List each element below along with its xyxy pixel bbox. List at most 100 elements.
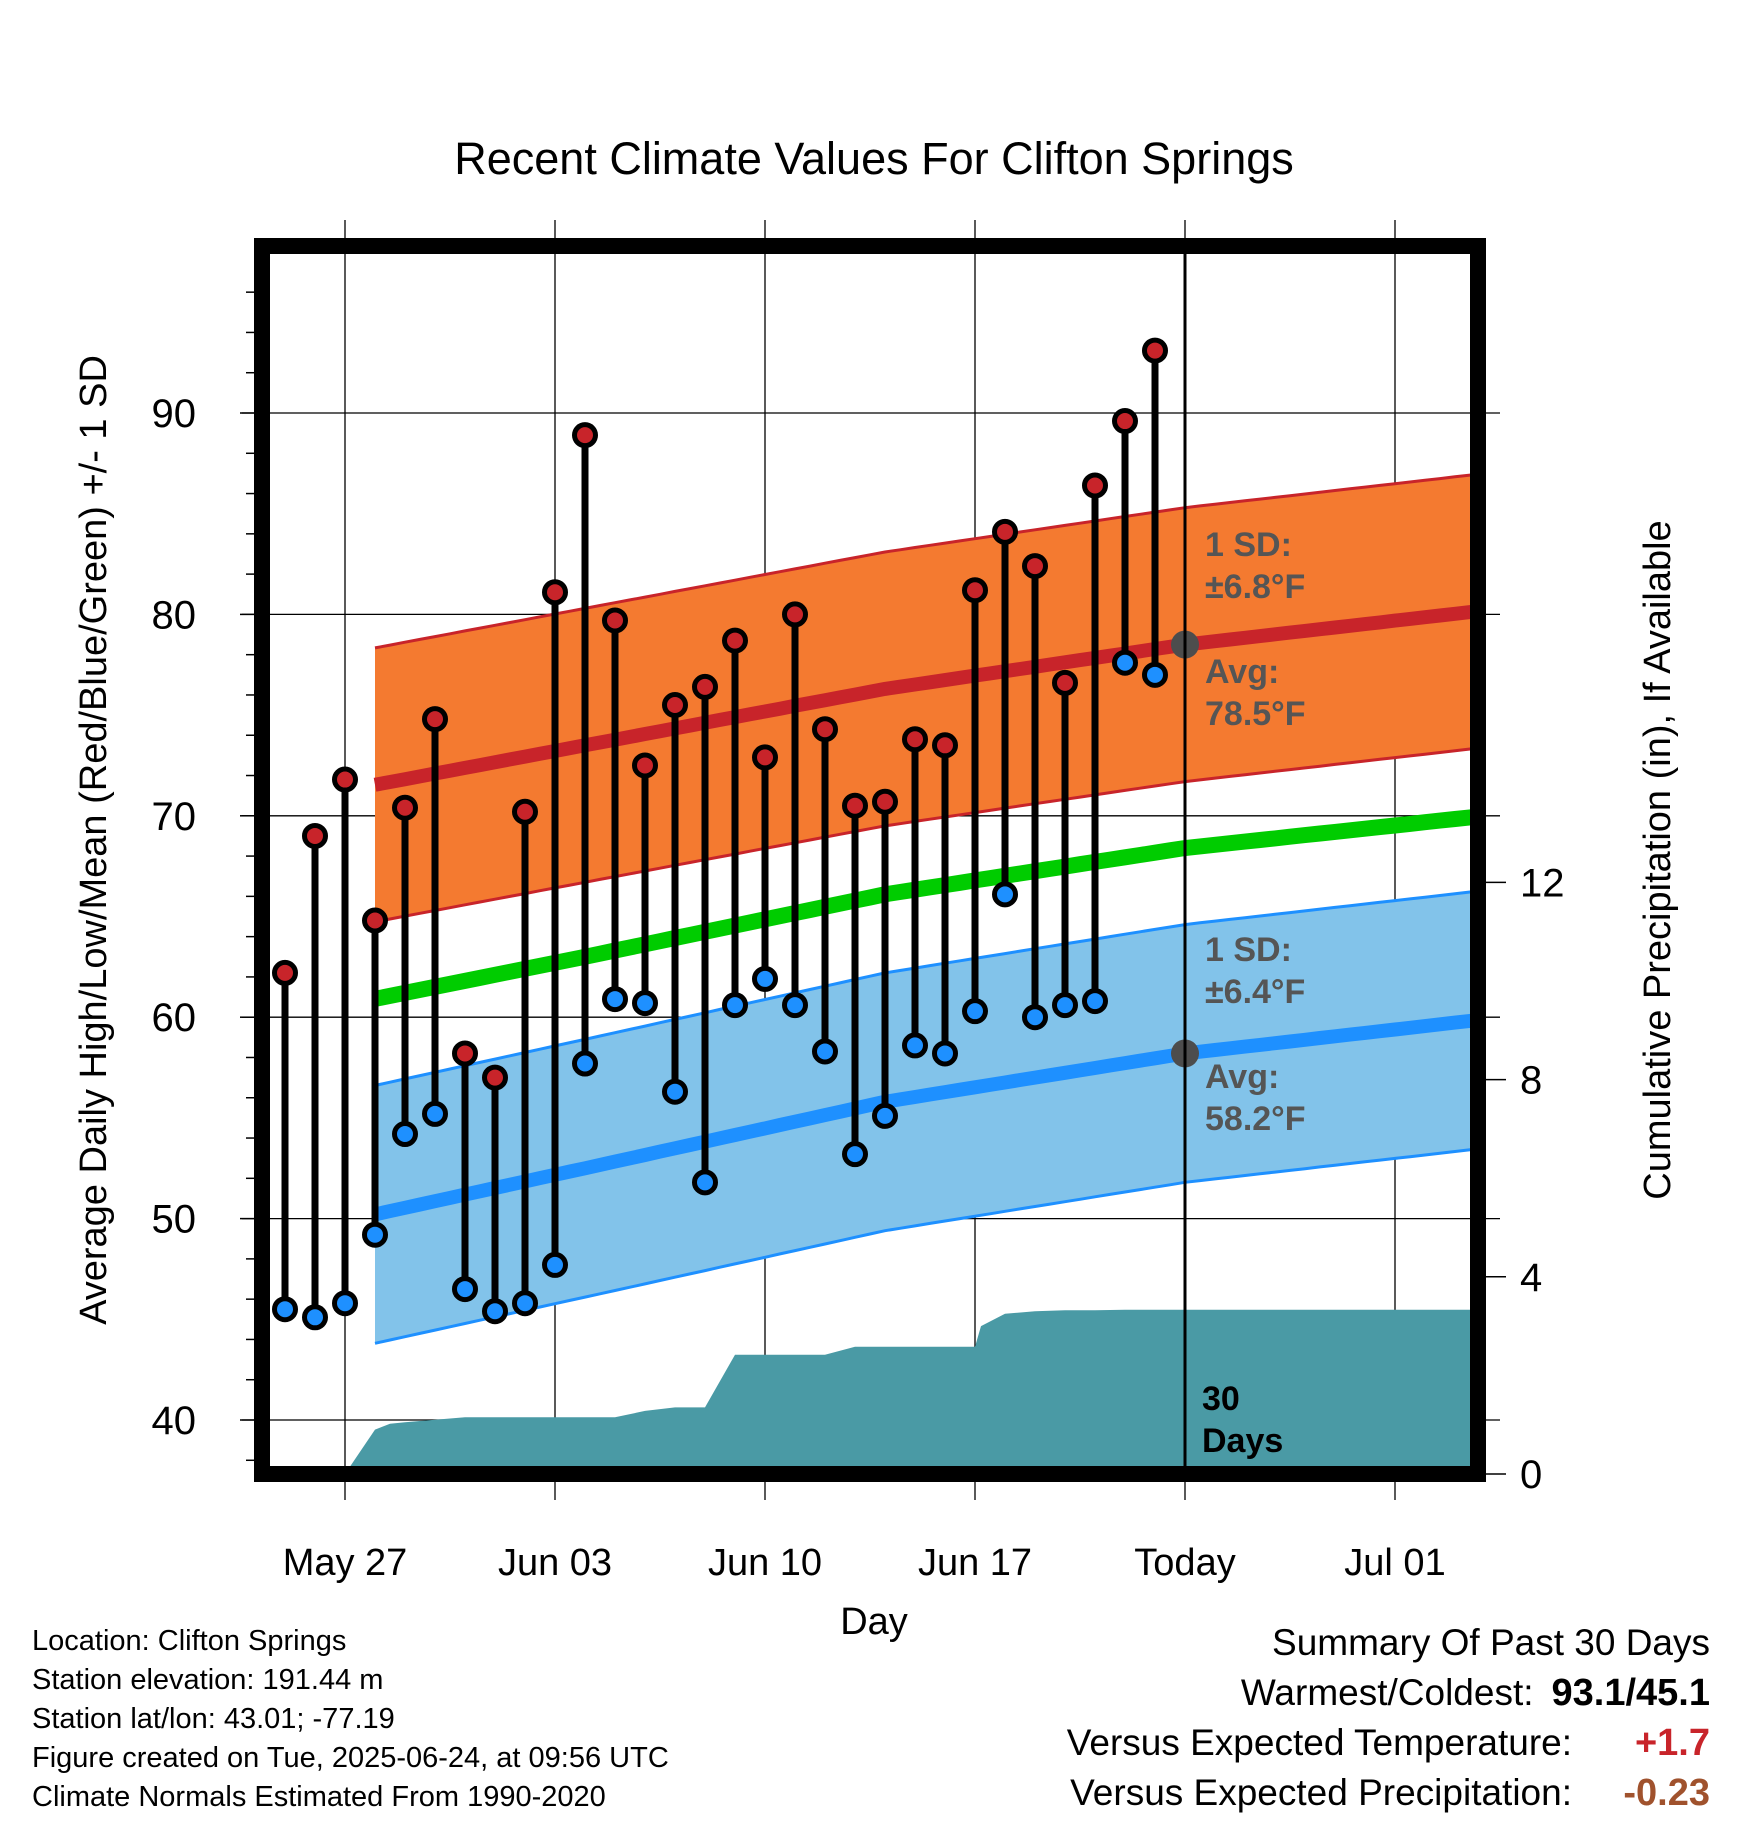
x-tick-label: Jun 10 [708,1542,822,1584]
period-label-unit: Days [1202,1422,1283,1460]
daily-high-point [992,518,1018,545]
daily-high-point [602,607,628,634]
daily-high-point [482,1064,508,1091]
summary-panel: Summary Of Past 30 Days Warmest/Coldest:… [1067,1618,1710,1818]
daily-high-point [272,959,298,986]
summary-title: Summary Of Past 30 Days [1272,1622,1710,1663]
daily-low-point [632,990,658,1017]
y-tick-label: 60 [152,996,197,1040]
avg-label: Avg: [1205,1058,1279,1096]
low-sd-upper-edge [374,889,1478,1087]
sd-value: ±6.8°F [1205,568,1305,606]
daily-low-point [542,1251,568,1278]
high-sd-lower-edge [374,746,1478,924]
elevation-text: Station elevation: 191.44 m [32,1664,384,1696]
daily-high-point [752,744,778,771]
precip-area [285,1309,1478,1474]
daily-low-point [752,965,778,992]
x-axis-label: Day [840,1601,908,1643]
daily-low-point [812,1038,838,1065]
sd-value: ±6.4°F [1205,973,1305,1011]
temp-deviation-value: +1.7 [1634,1722,1710,1764]
precip-deviation-value: -0.23 [1623,1772,1710,1814]
daily-low-point [602,986,628,1013]
daily-low-point [1022,1004,1048,1031]
daily-low-point [962,998,988,1025]
high-sd-band [375,474,1478,922]
daily-high-point [1022,553,1048,580]
low-sd-band [375,891,1478,1344]
x-tick-label: May 27 [283,1542,408,1584]
y2-tick-label: 4 [1520,1256,1542,1300]
daily-low-point [932,1040,958,1067]
daily-high-point [692,673,718,700]
daily-low-point [662,1078,688,1105]
daily-low-point [1112,649,1138,676]
daily-low-point [872,1102,898,1129]
y2-tick-label: 8 [1520,1059,1542,1103]
daily-low-point [782,992,808,1019]
daily-low-point [392,1121,418,1148]
daily-low-point [332,1290,358,1317]
station-info: Location: Clifton Springs Station elevat… [32,1622,669,1817]
daily-low-point [302,1304,328,1331]
y-tick-label: 70 [152,795,197,839]
daily-high-point [902,726,928,753]
summary-warmest-row: Warmest/Coldest: 93.1/45.1 [1067,1668,1710,1718]
avg-value: 58.2°F [1205,1100,1306,1138]
daily-high-point [782,601,808,628]
daily-low-point [692,1169,718,1196]
latlon-text: Station lat/lon: 43.01; -77.19 [32,1703,395,1735]
daily-high-point [932,732,958,759]
x-tick-label: Today [1134,1542,1235,1584]
location-text: Location: Clifton Springs [32,1625,347,1657]
daily-high-point [812,716,838,743]
temp-deviation-label: Versus Expected Temperature: [1066,1722,1572,1763]
daily-low-point [572,1050,598,1077]
avg-value: 78.5°F [1205,695,1306,733]
created-text: Figure created on Tue, 2025-06-24, at 09… [32,1742,669,1774]
daily-low-point [1082,988,1108,1015]
y2-tick-label: 12 [1520,861,1565,905]
daily-high-point [722,627,748,654]
avg-high-line [373,604,1478,792]
y2-tick-label: 0 [1520,1453,1542,1497]
plot-content [285,472,1478,1474]
y-tick-label: 80 [152,593,197,637]
sd-label: 1 SD: [1205,931,1292,969]
avg-mean-line [373,808,1478,1007]
daily-low-point [842,1141,868,1168]
daily-low-point [992,881,1018,908]
daily-high-point [452,1040,478,1067]
daily-high-point [662,692,688,719]
avg-low-line [373,1012,1478,1222]
low-annotation: 1 SD: ±6.4°F Avg: 58.2°F [1205,931,1306,1138]
y-tick-label: 50 [152,1198,197,1242]
daily-high-point [842,792,868,819]
daily-low-point [1052,992,1078,1019]
normals-text: Climate Normals Estimated From 1990-2020 [32,1781,606,1813]
daily-high-point [422,706,448,733]
high-sd-upper-edge [374,472,1478,650]
daily-high-point [962,577,988,604]
daily-low-point [452,1276,478,1303]
daily-low-point [482,1298,508,1325]
low-sd-lower-edge [374,1147,1478,1345]
precip-deviation-label: Versus Expected Precipitation: [1070,1772,1572,1813]
daily-high-point [392,794,418,821]
avg-label: Avg: [1205,653,1279,691]
daily-high-point [302,822,328,849]
daily-high-point [512,798,538,825]
daily-high-point [362,907,388,934]
daily-low-point [512,1290,538,1317]
daily-low-point [722,992,748,1019]
warmest-label: Warmest/Coldest: [1240,1672,1534,1713]
daily-high-point [542,579,568,606]
period-label-number: 30 [1202,1380,1240,1418]
daily-low-point [422,1100,448,1127]
x-tick-label: Jun 17 [918,1542,1032,1584]
daily-high-point [1082,472,1108,499]
y-tick-label: 90 [152,392,197,436]
daily-high-point [332,766,358,793]
daily-low-point [902,1032,928,1059]
